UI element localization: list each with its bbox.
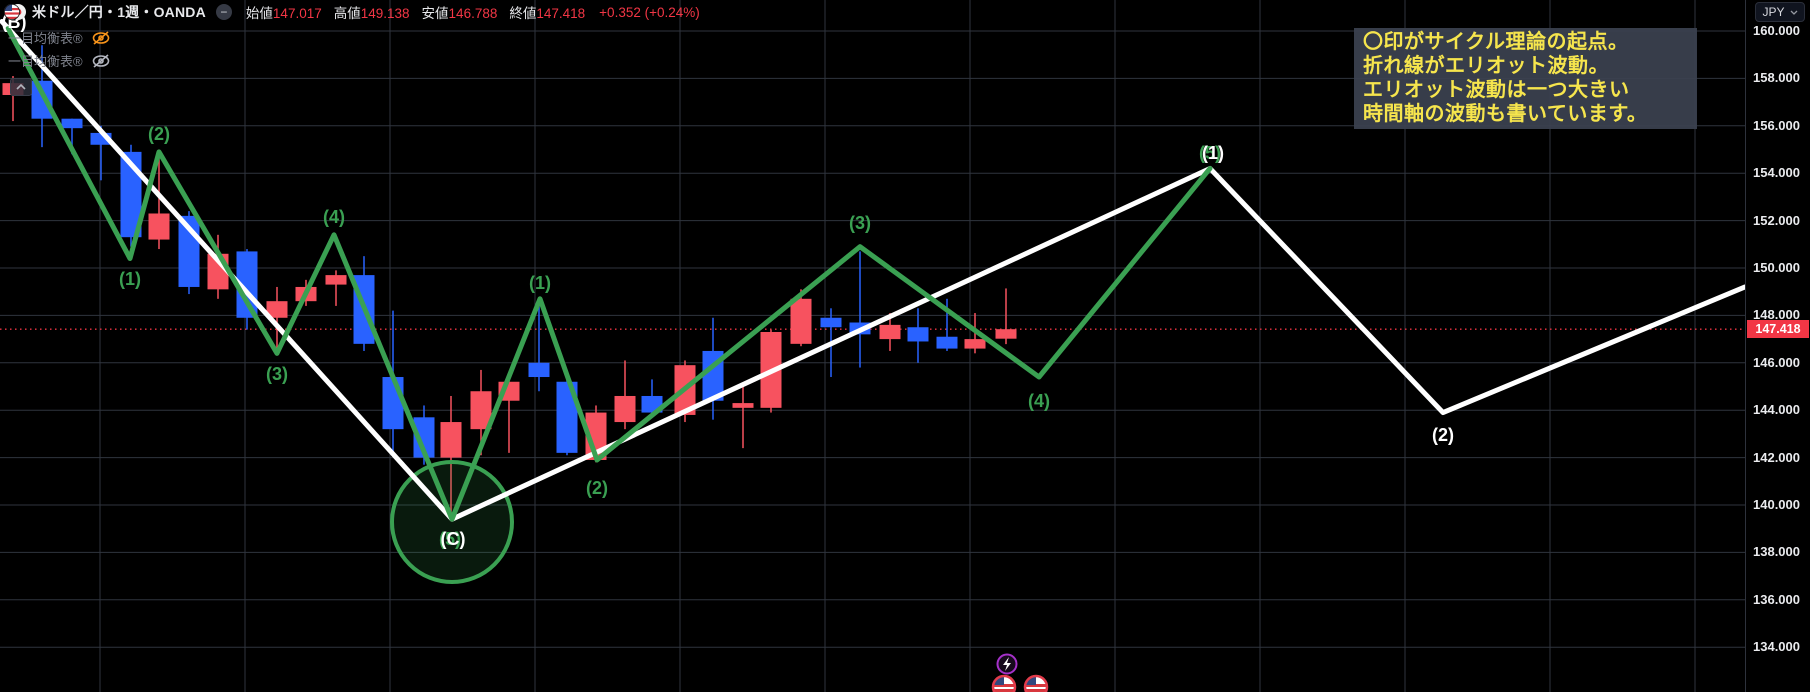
wave-label: (2) xyxy=(148,124,170,144)
candle-body xyxy=(31,80,53,119)
candle-body xyxy=(556,381,578,453)
candle-body xyxy=(413,417,435,458)
candle-body xyxy=(820,317,842,328)
cycle-origin-circle[interactable] xyxy=(390,460,514,584)
chevron-down-icon xyxy=(1790,10,1797,15)
last-price-badge: 147.418 xyxy=(1747,320,1809,339)
wave-label: (5) xyxy=(439,529,461,549)
candle-body xyxy=(907,327,929,342)
candle-body xyxy=(964,339,986,349)
candle-body xyxy=(90,132,112,145)
indicator-legend: 一目均衡表® 一目均衡表® xyxy=(8,26,111,72)
wave-label: (4) xyxy=(1028,391,1050,411)
price-tick: 154.000 xyxy=(1753,165,1800,181)
price-tick: 134.000 xyxy=(1753,639,1800,655)
open-label: 始値 xyxy=(245,6,273,21)
wave-label: (1) xyxy=(119,269,141,289)
elliott-wave-line[interactable] xyxy=(5,26,1213,522)
wave-label: (4) xyxy=(323,207,345,227)
change-value: +0.352 (+0.24%) xyxy=(599,4,700,20)
chevron-up-icon xyxy=(16,84,26,90)
candles-layer xyxy=(2,45,1017,520)
annotation-line: 折れ線がエリオット波動。 xyxy=(1363,55,1609,77)
candle-body xyxy=(879,324,901,340)
close-label: 終値 xyxy=(509,6,537,21)
us-flag-event-icon[interactable] xyxy=(1023,674,1049,692)
candle-body xyxy=(61,118,83,129)
price-tick: 146.000 xyxy=(1753,354,1800,370)
price-tick: 140.000 xyxy=(1753,497,1800,512)
annotation-line: 〇印がサイクル理論の起点。 xyxy=(1363,31,1629,53)
wave-label: (3) xyxy=(849,213,871,233)
us-flag-event-icon[interactable] xyxy=(991,674,1017,692)
ohlc-readout: 始値147.017 高値149.138 安値146.788 終値147.418 … xyxy=(246,2,700,22)
pair-logo-icon xyxy=(4,2,26,22)
chart-header: 米ドル／円・1週・OANDA − 始値147.017 高値149.138 安値1… xyxy=(0,0,700,24)
high-label: 高値 xyxy=(333,6,361,21)
annotation-line: 時間軸の波動も書いています。 xyxy=(1363,103,1648,125)
high-value: 149.138 xyxy=(360,6,410,21)
lightning-icon[interactable] xyxy=(996,653,1018,675)
price-tick: 158.000 xyxy=(1753,70,1800,86)
price-tick: 150.000 xyxy=(1753,260,1800,275)
wave-label: (1) xyxy=(529,273,551,293)
indicator-name: 一目均衡表® xyxy=(8,54,83,69)
candle-body xyxy=(266,301,288,318)
candle-body xyxy=(614,395,636,423)
price-tick: 148.000 xyxy=(1753,307,1800,323)
price-scale[interactable]: JPY 160.000 158.000 156.000 154.000 152.000 1… xyxy=(1745,0,1810,692)
wave-label: (2) xyxy=(1432,425,1454,445)
candle-body xyxy=(440,422,462,458)
annotation-line: エリオット波動は一つ大きい xyxy=(1363,79,1630,101)
candle-body xyxy=(995,329,1017,339)
price-tick: 156.000 xyxy=(1753,117,1800,133)
open-value: 147.017 xyxy=(272,6,322,21)
price-tick: 138.000 xyxy=(1753,544,1800,560)
wave-label: (C) xyxy=(441,529,466,549)
currency-button[interactable]: JPY xyxy=(1755,2,1805,22)
indicator-name: 一目均衡表® xyxy=(8,31,83,46)
wave-label: (2) xyxy=(586,478,608,498)
eye-off-icon[interactable] xyxy=(91,30,111,45)
currency-label: JPY xyxy=(1762,5,1785,19)
candle-body xyxy=(325,275,347,285)
price-tick: 144.000 xyxy=(1753,402,1800,418)
symbol-title[interactable]: 米ドル／円・1週・OANDA xyxy=(32,4,206,20)
annotation-box[interactable]: 〇印がサイクル理論の起点。 折れ線がエリオット波動。 エリオット波動は一つ大きい… xyxy=(1354,28,1697,129)
wave-label: (3) xyxy=(266,364,288,384)
low-label: 安値 xyxy=(421,6,449,21)
candle-body xyxy=(470,391,492,430)
price-tick: 136.000 xyxy=(1753,591,1800,607)
candle-body xyxy=(732,403,754,408)
legend-collapse-button[interactable] xyxy=(10,78,32,96)
indicator-row-ichimoku-2[interactable]: 一目均衡表® xyxy=(8,49,111,72)
candle-body xyxy=(790,298,812,344)
eye-off-icon[interactable] xyxy=(91,53,111,68)
price-tick: 142.000 xyxy=(1753,449,1800,465)
candle-body xyxy=(936,336,958,349)
indicator-row-ichimoku-1[interactable]: 一目均衡表® xyxy=(8,26,111,49)
candle-body xyxy=(148,213,170,240)
price-tick: 152.000 xyxy=(1753,212,1800,228)
candle-body xyxy=(528,362,550,378)
price-tick: 160.000 xyxy=(1753,23,1800,38)
low-value: 146.788 xyxy=(448,6,498,21)
candle-body xyxy=(382,377,404,430)
wave-label: (5) xyxy=(1199,143,1221,163)
close-value: 147.418 xyxy=(536,6,586,21)
collapse-legend-button[interactable]: − xyxy=(215,4,232,20)
wave-label: (1) xyxy=(1202,143,1224,163)
